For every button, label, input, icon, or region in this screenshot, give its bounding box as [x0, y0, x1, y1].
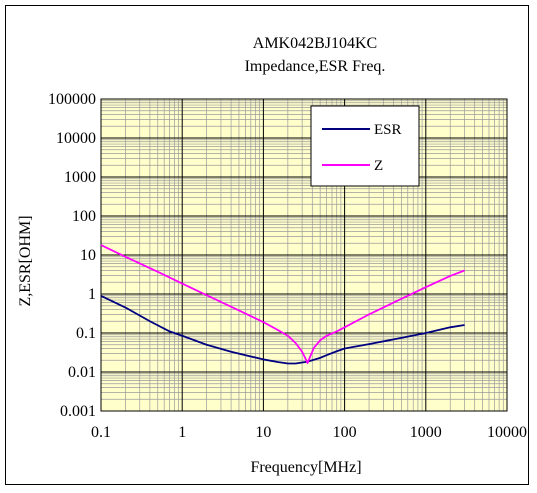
impedance-esr-chart: AMK042BJ104KC Impedance,ESR Freq. 0.1 1 10… — [17, 35, 527, 476]
chart-subtitle: Impedance,ESR Freq. — [245, 58, 386, 75]
x-tick-label: 100 — [333, 424, 357, 441]
y-tick-label: 0.1 — [76, 325, 96, 342]
y-tick-label: 10000 — [56, 130, 96, 147]
x-tick-label: 10000 — [487, 424, 527, 441]
x-tick-labels: 0.1 1 10 100 1000 10000 — [91, 424, 527, 441]
series-line-esr — [100, 294, 465, 365]
x-tick-label: 10 — [255, 424, 271, 441]
y-tick-label: 100 — [72, 208, 96, 225]
series-line-z — [100, 244, 465, 364]
y-tick-label: 1000 — [64, 169, 96, 186]
y-axis-label: Z,ESR[OHM] — [17, 215, 34, 306]
y-tick-labels: 0.001 0.01 0.1 1 10 100 1000 10000 100000 — [48, 91, 96, 420]
legend-box — [310, 105, 420, 187]
y-tick-label: 0.01 — [68, 364, 96, 381]
y-tick-label: 1 — [88, 286, 96, 303]
legend-label-esr: ESR — [374, 122, 402, 138]
x-tick-label: 1 — [178, 424, 186, 441]
x-axis-label: Frequency[MHz] — [250, 459, 361, 476]
chart-title: AMK042BJ104KC — [253, 35, 377, 52]
x-tick-label: 0.1 — [91, 424, 111, 441]
series-layer — [100, 244, 465, 365]
major-grid — [100, 98, 508, 412]
y-tick-label: 10 — [80, 247, 96, 264]
plot-border — [100, 98, 508, 412]
legend: ESR Z — [310, 105, 420, 187]
y-tick-label: 100000 — [48, 91, 96, 108]
legend-label-z: Z — [374, 158, 383, 174]
x-tick-label: 1000 — [410, 424, 442, 441]
y-tick-label: 0.001 — [60, 403, 96, 420]
chart-frame: AMK042BJ104KC Impedance,ESR Freq. 0.1 1 10… — [5, 5, 529, 485]
